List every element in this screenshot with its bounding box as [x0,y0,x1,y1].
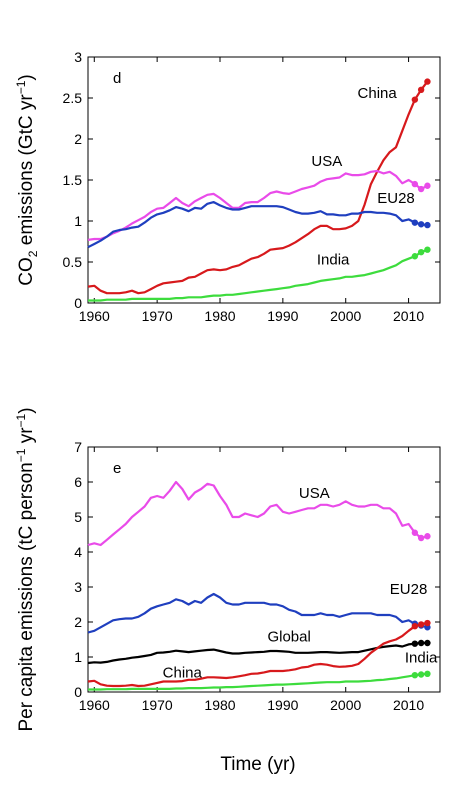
series-line-china [87,621,428,688]
data-point-india [411,253,419,260]
data-point-eu28 [417,221,425,228]
data-point-china [417,621,425,628]
panel-d-letter: d [113,70,121,87]
series-line-china [87,80,429,295]
data-point-eu28 [424,221,431,229]
y-tick-label: 0 [74,684,82,700]
data-point-china [424,78,431,85]
series-label-eu28: EU28 [377,190,415,207]
x-tick-label: 1980 [204,308,235,324]
x-tick-label: 1960 [79,308,110,324]
y-tick-label: 1.5 [63,172,83,188]
y-tick-label: 3 [74,579,82,595]
x-tick-label: 1970 [142,308,173,324]
x-tick-label: 1980 [204,697,235,713]
y-tick-label: 1 [74,649,82,665]
series-line-usa [87,480,428,547]
series-line-india [88,672,428,691]
data-point-india [417,248,425,256]
x-tick-label: 2000 [330,308,361,324]
data-point-india [424,670,431,677]
panel-e-letter: e [113,460,121,477]
data-point-china [424,619,431,627]
y-tick-label: 2.5 [63,90,83,106]
y-tick-label: 0.5 [63,254,83,270]
y-tick-label: 7 [74,439,82,455]
series-label-global: Global [267,628,310,645]
series-line-global [87,641,428,665]
data-point-global [424,639,431,647]
x-axis-title: Time (yr) [220,754,295,775]
data-point-usa [417,185,425,193]
series-label-india: India [317,251,350,268]
panel-d-ylabel-sub: 2 [26,250,40,257]
series-line-eu28 [87,201,428,249]
data-point-china [417,86,425,94]
data-point-usa [417,534,425,542]
series-label-china: China [163,664,203,681]
panel-d-ylabel-rest: emissions (GtC yr [16,94,37,251]
series-line-eu28 [87,592,428,634]
y-tick-label: 5 [74,509,82,525]
panel-d-ylabel-end: ) [16,74,37,80]
x-tick-label: 1970 [142,697,173,713]
x-tick-label: 1990 [267,308,298,324]
y-tick-label: 6 [74,474,82,490]
x-tick-label: 2010 [393,308,424,324]
panel-d-y-axis-title: CO2 emissions (GtC yr−1) [14,74,40,285]
data-point-global [411,640,419,647]
panel-d-ylabel-main: CO [16,257,37,286]
panel-e-series: USA EU28 Global China India [87,480,438,691]
panel-e-y-axis-title: Per capita emissions (tC person−1 yr−1) [14,407,37,731]
y-tick-label: 3 [74,49,82,65]
panel-e-ylabel-sup1: −1 [14,448,28,462]
panel-d-ticks: 1960 1970 1980 1990 2000 2010 0 0.5 1 1.5 2 2.5 3 [63,49,440,324]
y-tick-label: 2 [74,614,82,630]
y-tick-label: 4 [74,544,82,560]
data-point-india [411,672,419,679]
series-line-usa [87,169,428,241]
series-line-india [88,248,428,302]
data-point-usa [424,533,431,540]
panel-e-ylabel-mid: yr [16,427,37,449]
panel-e-ylabel-sup2: −1 [14,413,28,427]
panel-e-ticks: 1960 1970 1980 1990 2000 2010 0 1 2 3 4 5 6 7 [74,439,440,713]
x-tick-label: 2000 [330,697,361,713]
panel-d-series: China USA EU28 India [87,78,431,302]
series-label-india: India [405,649,438,666]
x-tick-label: 1960 [79,697,110,713]
panel-d-co2-emissions: 1960 1970 1980 1990 2000 2010 0 0.5 1 1.5 2 2.5 3 Ch… [14,49,441,324]
series-label-usa: USA [299,485,330,502]
data-point-china [411,96,419,103]
data-point-india [417,671,425,678]
panel-d-ylabel-sup: −1 [14,80,28,94]
data-point-usa [411,529,419,536]
data-point-usa [424,182,431,189]
data-point-china [411,623,419,630]
panel-e-frame [87,446,441,693]
panel-e-per-capita-emissions: 1960 1970 1980 1990 2000 2010 0 1 2 3 4 5 6 7 USA EU28… [14,407,441,775]
y-tick-label: 2 [74,131,82,147]
y-tick-label: 0 [74,295,82,311]
data-point-india [424,246,431,253]
panel-e-ylabel-main: Per capita emissions (tC person [16,462,37,731]
x-tick-label: 1990 [267,697,298,713]
data-point-eu28 [411,219,419,226]
x-tick-label: 2010 [393,697,424,713]
series-label-eu28: EU28 [390,581,428,598]
series-label-china: China [358,85,398,102]
y-tick-label: 1 [74,213,82,229]
series-label-usa: USA [311,153,342,170]
panel-e-ylabel-end: ) [16,407,37,413]
data-point-usa [411,180,419,188]
data-point-global [417,639,425,647]
